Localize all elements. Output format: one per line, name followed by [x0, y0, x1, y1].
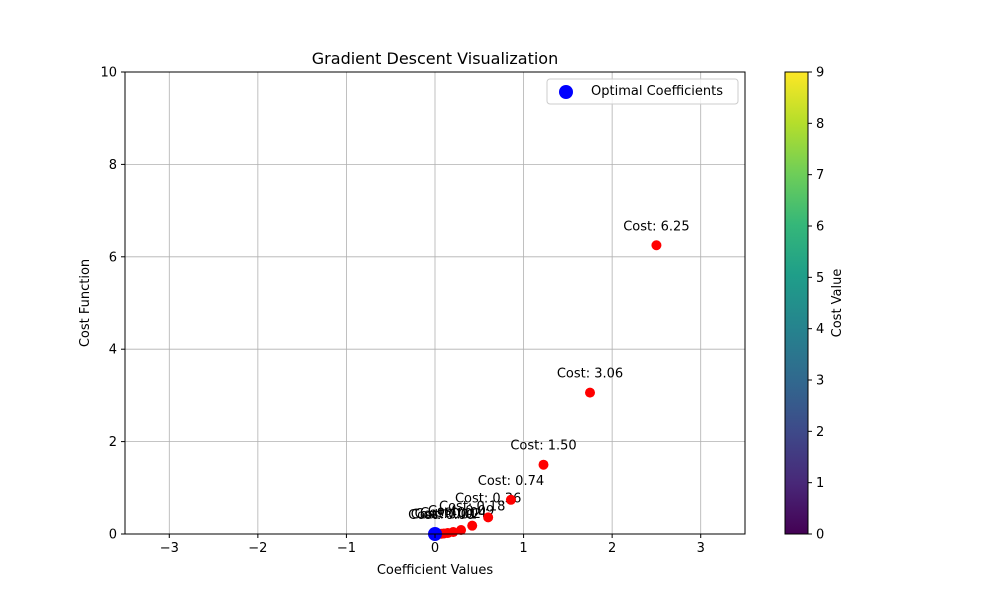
x-tick-label: −3: [160, 541, 179, 556]
colorbar-tick-label: 4: [816, 322, 824, 337]
legend-box: [546, 78, 739, 105]
y-tick-label: 8: [109, 158, 117, 173]
x-tick-label: −2: [248, 541, 267, 556]
cost-point: [456, 525, 467, 536]
colorbar: 0 1 2 3 4 5 6 7 8 9 Cost Value: [784, 66, 845, 543]
cost-annotation: Cost: 0.00: [408, 508, 474, 523]
x-tick-label: 0: [431, 541, 439, 556]
cost-annotation: Cost: 1.50: [510, 439, 576, 454]
legend-label-optimal: Optimal Coefficients: [591, 84, 723, 99]
cost-annotation: Cost: 0.02: [415, 507, 481, 522]
colorbar-tick-label: 2: [816, 425, 824, 440]
colorbar-tick-label: 9: [816, 66, 824, 81]
colorbar-tick-label: 8: [816, 117, 824, 132]
colorbar-tick-label: 0: [816, 528, 824, 543]
cost-point: [467, 520, 478, 531]
y-tick-label: 2: [109, 435, 117, 450]
point-annotations: Cost: 6.25 Cost: 3.06 Cost: 1.50 Cost: 0.74…: [408, 219, 690, 523]
colorbar-tick-label: 7: [816, 168, 824, 183]
cost-annotation: Cost: 0.04: [420, 506, 486, 521]
y-tick-label: 0: [109, 528, 117, 543]
cost-annotation: Cost: 6.25: [623, 219, 689, 234]
legend: Optimal Coefficients: [546, 78, 739, 105]
colorbar-tick-label: 1: [816, 476, 824, 491]
cost-annotation: Cost: 0.74: [478, 474, 544, 489]
cost-point: [585, 387, 595, 398]
x-tick-label: 2: [608, 541, 616, 556]
x-tick-label: 1: [519, 541, 527, 556]
x-axis-ticks: −3 −2 −1 0 1 2 3: [160, 534, 705, 556]
x-tick-label: −1: [337, 541, 356, 556]
data-points: [428, 240, 662, 541]
colorbar-label: Cost Value: [830, 269, 845, 338]
x-axis-label: Coefficient Values: [377, 563, 494, 578]
colorbar-tick-label: 3: [816, 374, 824, 389]
cost-annotation: Cost: 0.18: [439, 500, 505, 515]
chart-title: Gradient Descent Visualization: [312, 49, 558, 68]
y-tick-label: 6: [109, 250, 117, 265]
colorbar-gradient: [784, 71, 809, 535]
cost-annotation: Cost: 3.06: [557, 367, 623, 382]
x-tick-label: 3: [697, 541, 705, 556]
cost-point: [483, 512, 494, 523]
cost-annotation: Cost: 0.01: [411, 508, 477, 523]
cost-point: [651, 240, 662, 251]
grid-lines: [125, 71, 745, 535]
colorbar-tick-label: 5: [816, 271, 824, 286]
cost-annotation: Cost: 0.09: [428, 504, 494, 519]
colorbar-tick-label: 6: [816, 220, 824, 235]
y-tick-label: 10: [100, 66, 117, 81]
colorbar-ticks: 0 1 2 3 4 5 6 7 8 9: [808, 66, 824, 543]
y-tick-label: 4: [109, 343, 117, 358]
y-axis-ticks: 0 2 4 6 8 10: [100, 66, 125, 543]
y-axis-label: Cost Function: [78, 259, 93, 347]
cost-point: [538, 459, 549, 470]
cost-point: [505, 494, 516, 505]
cost-annotation: Cost: 0.36: [455, 491, 521, 506]
legend-marker-optimal: [559, 85, 573, 99]
